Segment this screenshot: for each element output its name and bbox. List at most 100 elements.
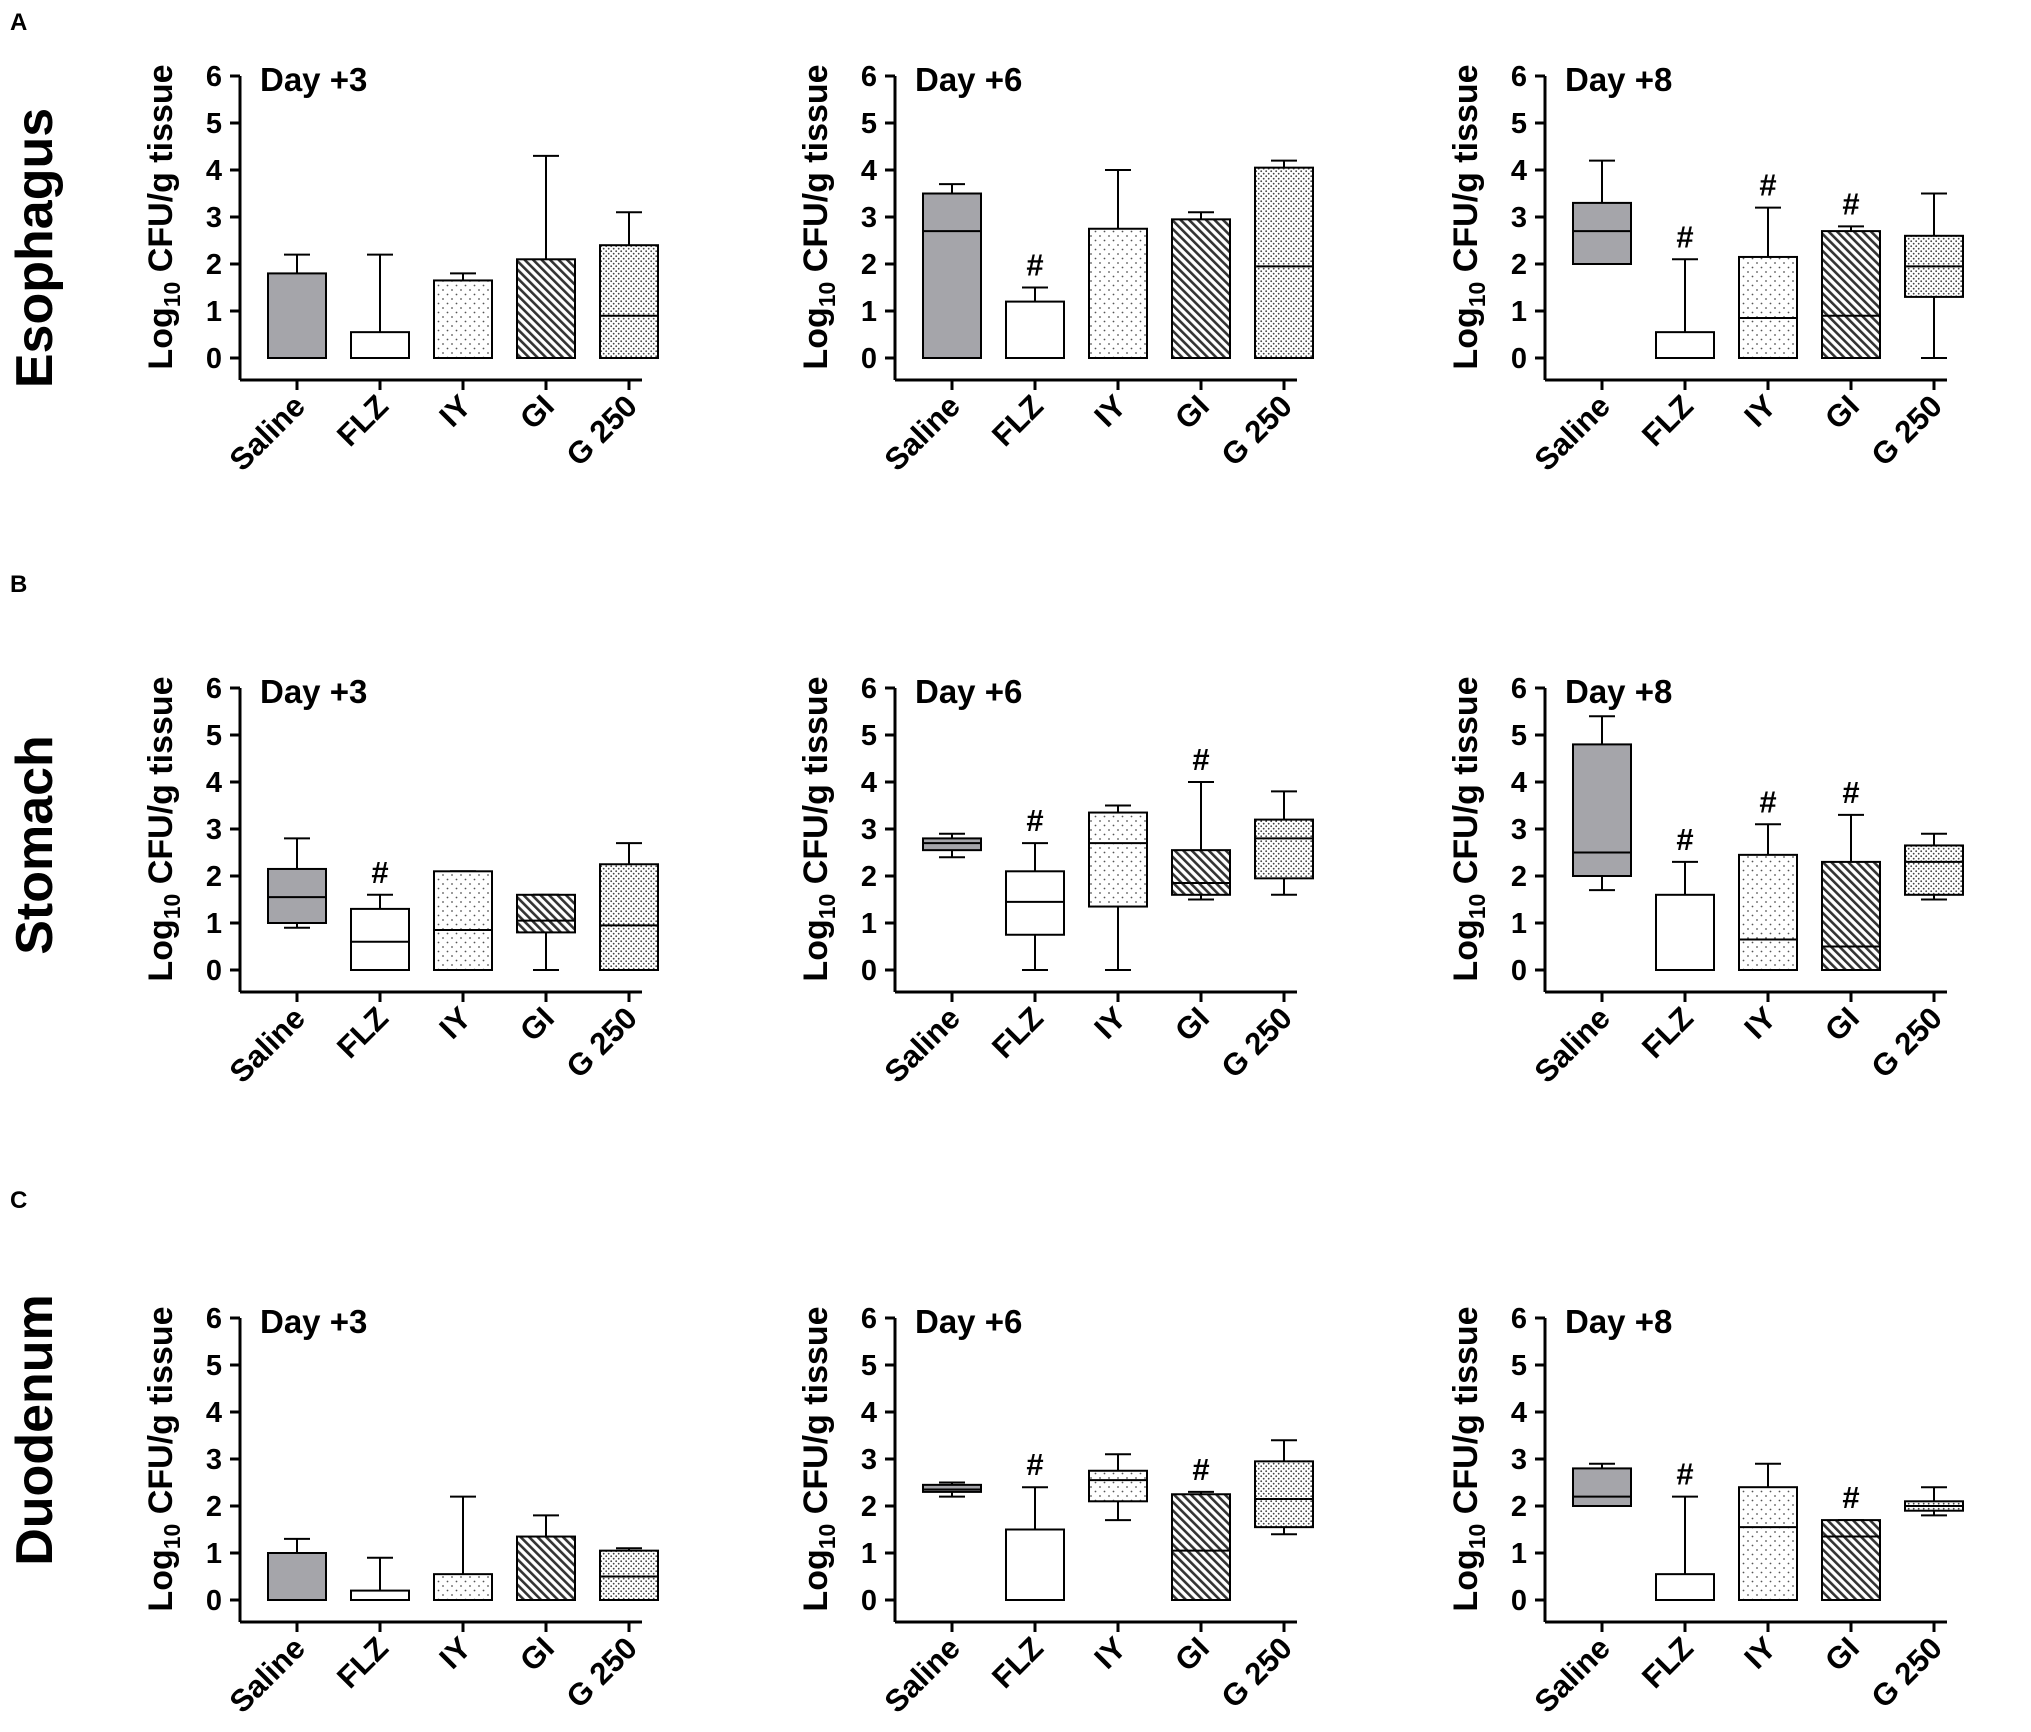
y-tick-label: 3 xyxy=(861,814,877,846)
x-tick-label: FLZ xyxy=(1635,1630,1700,1695)
x-tick-label: IY xyxy=(1087,388,1133,434)
chart-a-3: 0 1 2 3 4 5 6 Log10 CFU/g tissue Day +3 Saline FLZ… xyxy=(142,61,659,478)
y-tick-label: 0 xyxy=(861,955,877,987)
box-iy xyxy=(1088,1453,1148,1522)
chart-title: Day +8 xyxy=(1565,673,1672,710)
y-tick-label: 3 xyxy=(206,202,222,234)
box-body xyxy=(1254,818,1314,880)
y-tick-label: 0 xyxy=(1511,1585,1527,1617)
y-tick-label: 4 xyxy=(861,1397,877,1429)
y-tick-label: 4 xyxy=(206,1397,222,1429)
box-iy xyxy=(433,870,493,971)
y-tick-label: 5 xyxy=(861,108,877,140)
y-axis-label: Log10 CFU/g tissue xyxy=(797,64,840,369)
y-tick-label: 2 xyxy=(1511,249,1527,281)
y-tick-label: 5 xyxy=(206,108,222,140)
y-tick-label: 1 xyxy=(861,296,877,328)
chart-b-6: 0 1 2 3 4 5 6 Log10 CFU/g tissue Day +6 Saline # FL… xyxy=(797,673,1314,1090)
y-axis-label: Log10 CFU/g tissue xyxy=(142,64,185,369)
x-tick-label: Saline xyxy=(223,388,312,477)
box-flz: # xyxy=(1655,822,1715,971)
chart-c-6: 0 1 2 3 4 5 6 Log10 CFU/g tissue Day +6 Saline # FL… xyxy=(797,1303,1314,1720)
y-tick-label: 2 xyxy=(206,861,222,893)
organ-label-stomach: Stomach xyxy=(6,735,64,955)
box-gi xyxy=(516,893,576,971)
box-iy xyxy=(1088,804,1148,971)
panel-letter-a: A xyxy=(10,9,27,36)
y-tick-label: 1 xyxy=(861,1538,877,1570)
y-axis-label: Log10 CFU/g tissue xyxy=(797,676,840,981)
x-tick-label: FLZ xyxy=(330,388,395,453)
x-tick-label: FLZ xyxy=(985,1630,1050,1695)
y-tick-label: 6 xyxy=(1511,61,1527,93)
box-body xyxy=(1171,1493,1231,1601)
box-body xyxy=(599,863,659,971)
y-axis-label: Log10 CFU/g tissue xyxy=(142,676,185,981)
box-body xyxy=(1171,218,1231,359)
y-tick-label: 6 xyxy=(861,61,877,93)
chart-title: Day +3 xyxy=(260,1303,367,1340)
box-body xyxy=(599,1549,659,1602)
box-body xyxy=(1171,849,1231,896)
y-tick-label: 6 xyxy=(861,673,877,705)
box-body xyxy=(516,893,576,934)
box-iy: # xyxy=(1738,168,1798,360)
box-body xyxy=(1088,227,1148,359)
box-body xyxy=(1005,1528,1065,1601)
y-tick-label: 0 xyxy=(206,343,222,375)
box-iy xyxy=(1738,1462,1798,1601)
x-tick-label: IY xyxy=(1087,1000,1133,1046)
y-tick-label: 4 xyxy=(1511,767,1527,799)
y-tick-label: 2 xyxy=(206,249,222,281)
x-tick-label: IY xyxy=(1737,1630,1783,1676)
x-tick-label: Saline xyxy=(878,388,967,477)
panel-letter-b: B xyxy=(10,571,27,598)
box-body xyxy=(1572,743,1632,878)
x-tick-label: Saline xyxy=(878,1630,967,1719)
box-body xyxy=(433,279,493,360)
box-body xyxy=(1572,201,1632,265)
box-saline xyxy=(922,1481,982,1498)
significance-marker: # xyxy=(1026,803,1043,838)
x-tick-label: FLZ xyxy=(1635,388,1700,453)
box-flz: # xyxy=(1655,1457,1715,1602)
box-body xyxy=(922,837,982,852)
x-tick-label: Saline xyxy=(1528,1630,1617,1719)
x-tick-label: GI xyxy=(513,388,561,436)
y-axis-label: Log10 CFU/g tissue xyxy=(1447,1306,1490,1611)
significance-marker: # xyxy=(1759,168,1776,203)
box-gi xyxy=(1171,211,1231,359)
x-tick-label: FLZ xyxy=(1635,1000,1700,1065)
significance-marker: # xyxy=(1026,1447,1043,1482)
x-tick-label: G 250 xyxy=(559,388,643,472)
box-gi xyxy=(516,1514,576,1602)
chart-b-3: 0 1 2 3 4 5 6 Log10 CFU/g tissue Day +3 Saline # FL… xyxy=(142,673,659,1090)
box-gi: # xyxy=(1821,775,1881,972)
box-g-250 xyxy=(1254,1439,1314,1536)
y-tick-label: 2 xyxy=(861,1491,877,1523)
y-tick-label: 6 xyxy=(206,1303,222,1335)
box-body xyxy=(350,1589,410,1601)
y-tick-label: 5 xyxy=(1511,1350,1527,1382)
y-tick-label: 0 xyxy=(861,1585,877,1617)
y-tick-label: 3 xyxy=(1511,814,1527,846)
y-tick-label: 1 xyxy=(1511,296,1527,328)
chart-title: Day +3 xyxy=(260,61,367,98)
box-body xyxy=(350,907,410,972)
box-flz xyxy=(350,1556,410,1601)
x-tick-label: FLZ xyxy=(330,1630,395,1695)
x-tick-label: GI xyxy=(1168,1630,1216,1678)
significance-marker: # xyxy=(1842,1480,1859,1515)
x-tick-label: G 250 xyxy=(1214,1630,1298,1714)
box-g-250 xyxy=(1904,832,1964,901)
box-body xyxy=(1005,870,1065,936)
y-tick-label: 3 xyxy=(206,1444,222,1476)
y-tick-label: 2 xyxy=(861,249,877,281)
x-tick-label: Saline xyxy=(1528,1000,1617,1089)
significance-marker: # xyxy=(1842,775,1859,810)
chart-c-3: 0 1 2 3 4 5 6 Log10 CFU/g tissue Day +3 Saline FLZ… xyxy=(142,1303,659,1720)
box-body xyxy=(599,244,659,359)
y-tick-label: 2 xyxy=(206,1491,222,1523)
y-tick-label: 5 xyxy=(206,1350,222,1382)
significance-marker: # xyxy=(1676,822,1693,857)
